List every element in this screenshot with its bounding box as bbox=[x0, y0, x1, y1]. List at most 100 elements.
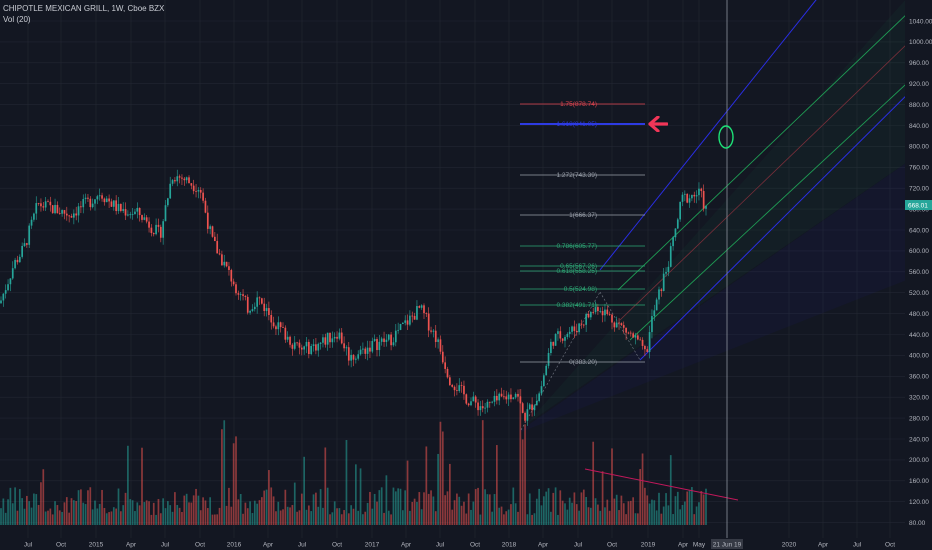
volume-bar bbox=[672, 514, 674, 525]
volume-bar bbox=[103, 507, 106, 525]
volume-bar bbox=[582, 489, 585, 525]
volume-trend-line[interactable] bbox=[584, 468, 739, 501]
time-axis[interactable] bbox=[0, 538, 932, 550]
price-axis[interactable] bbox=[905, 0, 932, 538]
time-axis-labels: Jul Oct 2015 Apr Jul Oct 2016 Apr Jul Oct 2017 Apr J… bbox=[24, 539, 895, 549]
volume-bar bbox=[399, 488, 402, 525]
volume-bar bbox=[413, 498, 416, 525]
volume-bar bbox=[87, 490, 89, 525]
candle bbox=[568, 326, 571, 338]
candle bbox=[214, 232, 216, 242]
candle bbox=[68, 214, 70, 223]
candle bbox=[268, 301, 270, 321]
volume-bar bbox=[298, 510, 301, 525]
volume-bar bbox=[16, 510, 19, 525]
target-ellipse[interactable] bbox=[718, 125, 734, 149]
candle bbox=[359, 345, 362, 356]
price-axis-label: 320.00 bbox=[909, 395, 929, 402]
candle bbox=[28, 223, 31, 249]
candle bbox=[329, 332, 331, 349]
volume-bar bbox=[268, 470, 270, 525]
price-axis-label: 120.00 bbox=[909, 499, 929, 506]
volume-bar bbox=[190, 502, 193, 525]
candle bbox=[350, 349, 352, 368]
price-axis-label: 160.00 bbox=[909, 478, 929, 485]
symbol-title[interactable]: CHIPOTLE MEXICAN GRILL, 1W, Cboe BZX bbox=[3, 4, 165, 13]
candle bbox=[124, 202, 127, 221]
volume-bar bbox=[30, 507, 33, 525]
fib-extension[interactable]: 1.75(878.74) 1.618(841.05) 1.272(743.39) 1(… bbox=[520, 101, 645, 366]
candle bbox=[228, 262, 230, 276]
volume-bar bbox=[622, 503, 625, 525]
candle bbox=[338, 328, 341, 341]
candle bbox=[641, 337, 644, 350]
volume-bar bbox=[131, 500, 134, 525]
last-price-badge bbox=[905, 200, 932, 210]
candle bbox=[141, 214, 143, 223]
volume-bar bbox=[458, 496, 461, 525]
volume-bar bbox=[291, 505, 294, 525]
candle bbox=[65, 206, 68, 221]
candle bbox=[211, 225, 214, 238]
volume-bar bbox=[587, 507, 590, 525]
candle bbox=[662, 267, 665, 292]
candle bbox=[319, 342, 322, 350]
volume-bar bbox=[11, 503, 14, 525]
candle bbox=[51, 204, 54, 214]
candle bbox=[545, 363, 548, 376]
arrow-left-icon[interactable] bbox=[648, 116, 668, 132]
candle bbox=[47, 199, 49, 203]
candle bbox=[89, 196, 92, 211]
candle bbox=[105, 196, 108, 203]
volume-indicator-title[interactable]: Vol (20) bbox=[3, 15, 31, 24]
candle bbox=[112, 200, 115, 211]
candle bbox=[559, 326, 562, 343]
candle bbox=[131, 208, 134, 220]
volume-bar bbox=[68, 512, 70, 525]
candle bbox=[286, 331, 289, 343]
volume-bar bbox=[425, 446, 428, 525]
candle bbox=[406, 314, 409, 331]
volume-bar bbox=[500, 506, 503, 525]
candle bbox=[340, 328, 343, 345]
candle bbox=[298, 339, 301, 355]
volume-bar bbox=[608, 510, 611, 525]
price-axis-label: 480.00 bbox=[909, 311, 929, 318]
volume-bar bbox=[547, 488, 550, 525]
candle bbox=[322, 334, 324, 348]
volume-bar bbox=[543, 496, 545, 525]
volume-bar bbox=[634, 513, 637, 525]
volume-bar bbox=[364, 511, 367, 525]
volume-bar bbox=[404, 490, 407, 525]
volume-bar bbox=[26, 495, 28, 525]
candle bbox=[594, 301, 597, 315]
volume-bar bbox=[199, 510, 202, 525]
candle bbox=[622, 321, 625, 334]
volume-bar bbox=[474, 489, 477, 525]
volume-bar bbox=[571, 502, 573, 525]
candle bbox=[517, 389, 519, 402]
candle bbox=[171, 179, 174, 187]
volume-bar bbox=[300, 493, 303, 525]
volume-bar bbox=[249, 501, 251, 525]
time-axis-label: Jul bbox=[436, 542, 445, 549]
fib-level-label: 1.272(743.39) bbox=[557, 172, 597, 179]
candle bbox=[554, 333, 557, 346]
price-axis-label: 200.00 bbox=[909, 457, 929, 464]
volume-bar bbox=[366, 502, 369, 525]
fib-level-label: 0.5(524.98) bbox=[564, 286, 597, 293]
candle bbox=[315, 338, 317, 355]
candle bbox=[303, 345, 305, 355]
candle bbox=[510, 388, 512, 403]
volume-bar bbox=[84, 504, 87, 525]
volume-bar bbox=[98, 503, 101, 525]
volume-bar bbox=[460, 505, 463, 525]
candle bbox=[44, 197, 47, 211]
candle bbox=[578, 322, 580, 335]
volume-bar bbox=[251, 513, 254, 525]
volume-bar bbox=[700, 491, 703, 525]
candle bbox=[190, 182, 193, 190]
volume-bar bbox=[580, 492, 583, 525]
time-axis-label: 2015 bbox=[89, 542, 104, 549]
